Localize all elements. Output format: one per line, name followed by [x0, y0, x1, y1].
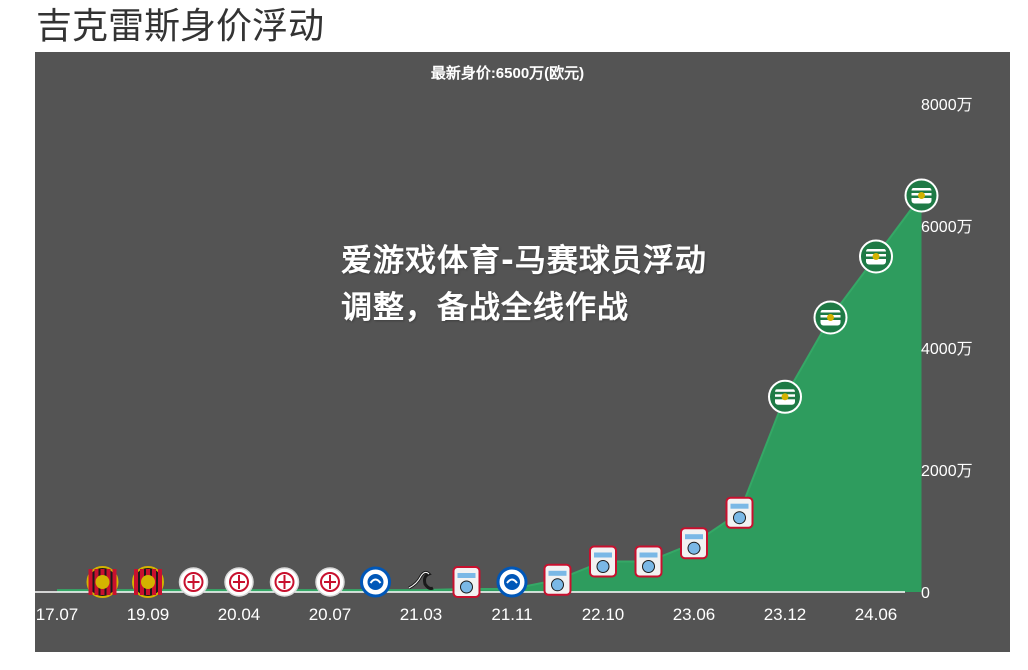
value-area — [57, 195, 922, 592]
red-white-crest-icon — [178, 567, 209, 597]
green-white-lion-crest-icon — [859, 239, 893, 274]
red-black-stripes-crest-icon — [132, 566, 164, 598]
red-white-crest-icon — [269, 567, 300, 597]
y-tick-label: 2000万 — [921, 463, 973, 480]
x-tick-label: 17.07 — [36, 605, 79, 624]
x-tick-label: 21.11 — [491, 605, 532, 624]
x-tick-label: 20.07 — [309, 605, 352, 624]
x-tick-label: 22.10 — [582, 605, 625, 624]
sky-blue-crest-icon — [452, 566, 481, 598]
x-tick-label: 19.09 — [127, 605, 170, 624]
green-white-lion-crest-icon — [904, 178, 939, 213]
y-tick-label: 6000万 — [921, 219, 973, 236]
sky-blue-crest-icon — [725, 496, 754, 529]
green-white-lion-crest-icon — [813, 300, 848, 335]
blue-white-circle-crest-icon — [360, 566, 391, 598]
swan-crest-icon — [408, 570, 434, 590]
x-tick-label: 24.06 — [855, 605, 898, 624]
market-value-chart: 0 2000万 4000万 6000万 8000万 17.07 19.09 20.04 20.0… — [35, 97, 973, 624]
sky-blue-crest-icon — [680, 527, 708, 560]
x-tick-label: 23.12 — [764, 605, 807, 624]
red-white-crest-icon — [315, 567, 345, 597]
chart-panel: 0 2000万 4000万 6000万 8000万 17.07 19.09 20.04 20.0… — [35, 52, 1010, 652]
y-tick-label: 8000万 — [921, 97, 973, 114]
red-black-stripes-crest-icon — [86, 566, 119, 598]
y-tick-label: 4000万 — [921, 341, 973, 358]
x-tick-label: 21.03 — [400, 605, 443, 624]
red-white-crest-icon — [224, 567, 254, 597]
sky-blue-crest-icon — [543, 563, 572, 596]
sky-blue-crest-icon — [634, 545, 663, 578]
watermark-text: 爱游戏体育-马赛球员浮动调整，备战全线作战 — [341, 243, 707, 326]
blue-white-circle-crest-icon — [496, 566, 528, 598]
page-title: 吉克雷斯身价浮动 — [36, 6, 325, 47]
y-tick-label: 0 — [921, 585, 930, 602]
green-white-lion-crest-icon — [768, 379, 802, 414]
sky-blue-crest-icon — [589, 545, 617, 578]
chart-title: 最新身价:6500万(欧元) — [430, 65, 585, 82]
x-tick-label: 20.04 — [218, 605, 261, 624]
x-tick-label: 23.06 — [673, 605, 716, 624]
